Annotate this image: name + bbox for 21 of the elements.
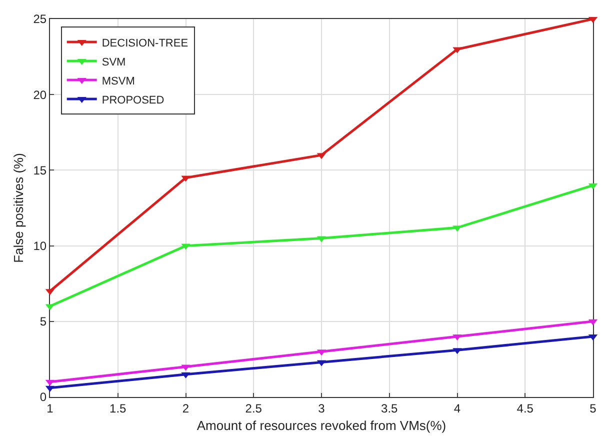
x-tick-label: 2.5: [245, 401, 262, 416]
y-tick-label: 0: [40, 390, 47, 404]
x-tick-label: 3: [318, 401, 326, 416]
x-tick-label: 1: [46, 401, 54, 416]
x-tick-label: 3.5: [381, 401, 398, 416]
y-axis-title: False positives (%): [11, 153, 26, 263]
legend-label: SVM: [102, 56, 126, 68]
x-tick-label: 5: [590, 401, 597, 416]
x-tick-label: 4: [454, 401, 461, 416]
legend-label: DECISION-TREE: [102, 37, 188, 50]
y-tick-label: 20: [33, 88, 47, 102]
y-tick-label: 5: [40, 314, 47, 329]
y-tick-label: 10: [33, 239, 47, 253]
legend-label: PROPOSED: [102, 94, 164, 106]
y-tick-label: 15: [33, 163, 47, 178]
x-tick-label: 2: [182, 401, 190, 416]
legend-label: MSVM: [102, 75, 135, 88]
x-axis-title: Amount of resources revoked from VMs(%): [196, 418, 446, 433]
x-tick-label: 1.5: [110, 401, 127, 416]
y-tick-label: 25: [33, 12, 47, 26]
x-tick-label: 4.5: [516, 401, 534, 416]
